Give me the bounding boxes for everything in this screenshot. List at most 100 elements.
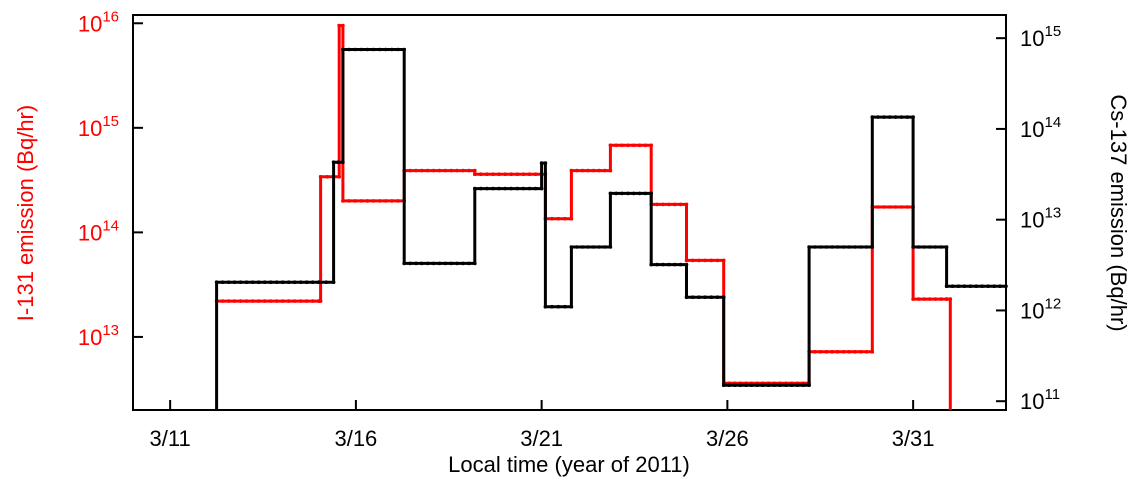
- data-point: [353, 47, 358, 52]
- data-point: [390, 199, 394, 203]
- data-point: [316, 280, 321, 285]
- data-point: [341, 47, 345, 52]
- data-point: [449, 261, 454, 266]
- series-layer: [214, 23, 1008, 410]
- data-point: [365, 199, 370, 203]
- data-point: [521, 186, 526, 191]
- data-point: [944, 284, 949, 289]
- data-point: [256, 299, 261, 303]
- data-point: [824, 350, 829, 354]
- data-point: [992, 284, 996, 289]
- data-point: [818, 350, 823, 354]
- data-point: [377, 199, 382, 203]
- data-point: [550, 216, 554, 221]
- data-point: [497, 186, 501, 191]
- data-point: [274, 280, 279, 285]
- x-tick-label: 3/16: [334, 426, 377, 451]
- data-point: [789, 383, 794, 388]
- data-point: [899, 115, 904, 119]
- data-point: [721, 383, 726, 388]
- data-point: [318, 299, 323, 303]
- data-point: [420, 261, 424, 266]
- data-point: [353, 199, 358, 203]
- data-point: [250, 280, 255, 285]
- data-point: [503, 186, 508, 191]
- data-point: [414, 168, 418, 173]
- data-point: [766, 383, 771, 388]
- data-point: [864, 245, 869, 249]
- data-point: [608, 168, 613, 173]
- data-point: [420, 168, 424, 173]
- data-point: [649, 262, 653, 267]
- data-point: [744, 383, 748, 388]
- data-point: [539, 161, 544, 165]
- data-point: [292, 299, 297, 303]
- data-point: [998, 284, 1002, 289]
- series-left: [214, 23, 953, 410]
- data-point: [515, 186, 520, 191]
- data-point: [697, 258, 701, 263]
- data-point: [232, 299, 237, 303]
- data-point: [414, 261, 418, 266]
- data-point: [631, 143, 636, 148]
- data-point: [336, 160, 341, 164]
- data-point: [377, 47, 382, 52]
- data-point: [491, 186, 495, 191]
- data-point: [341, 199, 345, 203]
- data-point: [262, 299, 267, 303]
- data-point: [408, 168, 412, 173]
- series-line: [215, 48, 1006, 410]
- data-point: [473, 172, 477, 176]
- data-point: [485, 172, 489, 176]
- data-point: [673, 262, 677, 267]
- right-tick-label: 1014: [1020, 114, 1061, 142]
- data-point: [608, 143, 613, 148]
- data-point: [347, 199, 351, 203]
- data-point: [905, 115, 910, 119]
- data-point: [286, 299, 291, 303]
- data-point: [661, 262, 665, 267]
- data-point: [527, 186, 532, 191]
- data-point: [661, 202, 665, 207]
- data-point: [807, 383, 811, 388]
- data-point: [365, 47, 370, 52]
- data-point: [968, 284, 973, 289]
- data-point: [643, 191, 648, 196]
- data-point: [876, 115, 880, 119]
- data-point: [649, 191, 653, 196]
- data-point: [620, 191, 624, 196]
- data-point: [778, 383, 782, 388]
- data-point: [238, 280, 243, 285]
- data-point: [325, 175, 329, 179]
- data-point: [569, 168, 574, 173]
- data-point: [643, 143, 648, 148]
- data-point: [473, 261, 477, 266]
- data-point: [818, 245, 823, 249]
- data-point: [569, 304, 574, 309]
- data-point: [533, 172, 538, 176]
- data-point: [916, 245, 921, 249]
- data-point: [232, 280, 237, 285]
- data-point: [214, 280, 219, 285]
- data-point: [944, 245, 949, 249]
- data-point: [626, 143, 630, 148]
- data-point: [637, 191, 642, 196]
- data-point: [905, 205, 910, 209]
- x-tick-label: 3/26: [706, 426, 749, 451]
- data-point: [608, 191, 613, 196]
- data-point: [467, 261, 471, 266]
- data-point: [244, 280, 249, 285]
- data-point: [597, 245, 601, 249]
- data-point: [721, 295, 726, 300]
- data-point: [715, 258, 720, 263]
- data-point: [888, 115, 892, 119]
- data-point: [473, 186, 477, 191]
- data-point: [497, 172, 501, 176]
- data-point: [226, 299, 231, 303]
- data-point: [933, 245, 938, 249]
- data-point: [586, 168, 590, 173]
- data-point: [543, 304, 548, 309]
- data-point: [760, 383, 765, 388]
- data-point: [888, 205, 892, 209]
